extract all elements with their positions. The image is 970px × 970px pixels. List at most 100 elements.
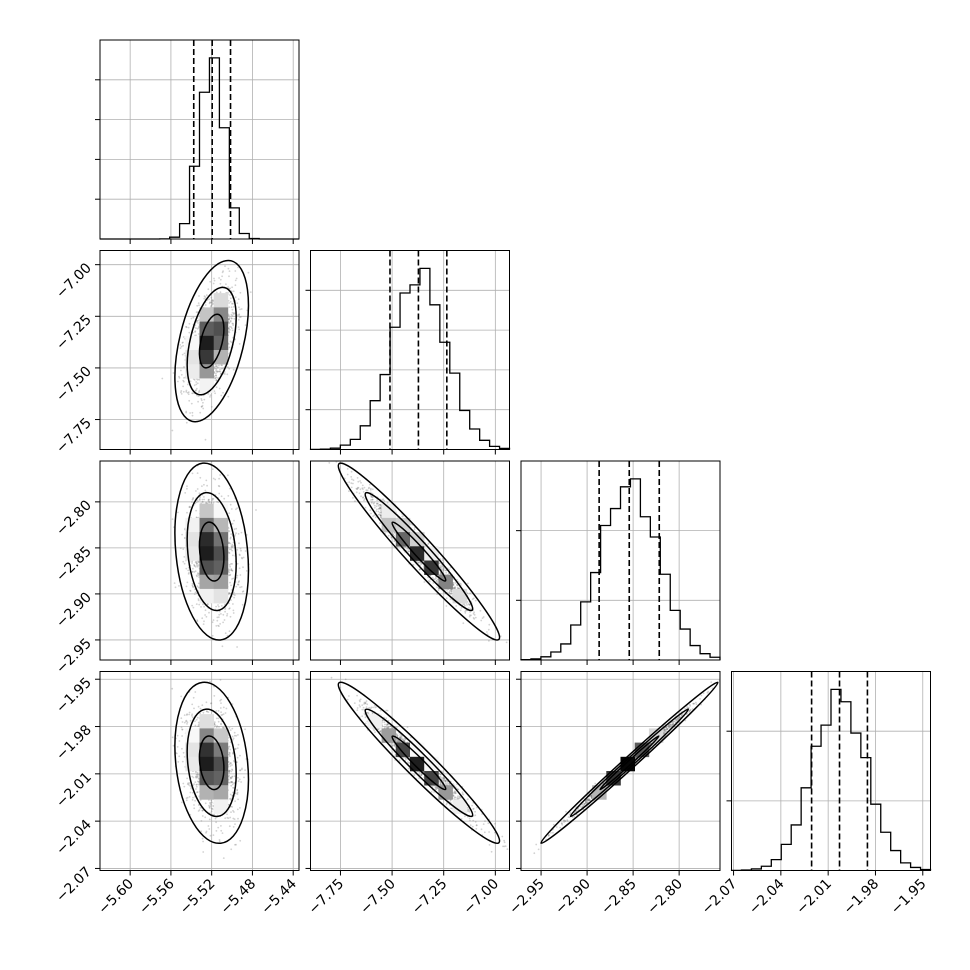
sample-point [350, 486, 353, 489]
sample-point [240, 768, 243, 771]
sample-point [355, 491, 358, 494]
sample-point [227, 286, 230, 288]
sample-point [228, 607, 231, 610]
sample-point [232, 752, 234, 755]
sample-point [229, 325, 231, 328]
sample-point [360, 481, 362, 484]
sample-point [233, 775, 236, 777]
sample-point [196, 620, 199, 623]
sample-point [211, 302, 214, 305]
sample-point [464, 604, 466, 607]
sample-point [198, 325, 200, 328]
sample-point [179, 344, 182, 346]
sample-point [375, 502, 378, 505]
sample-point [436, 593, 438, 595]
sample-point [488, 640, 490, 642]
density-cell [213, 574, 229, 590]
sample-point [328, 462, 331, 464]
sample-point [455, 605, 458, 607]
sample-point [471, 598, 474, 601]
sample-point [209, 394, 212, 397]
sample-point [453, 586, 456, 589]
sample-point [224, 265, 226, 267]
sample-point [180, 373, 183, 376]
sample-point [193, 807, 196, 810]
sample-point [186, 487, 188, 490]
sample-point [183, 562, 186, 565]
sample-point [198, 295, 200, 297]
sample-point [231, 578, 233, 580]
sample-point [233, 519, 235, 522]
density-cell [199, 350, 214, 365]
sample-point [377, 510, 380, 513]
sample-point [238, 313, 241, 316]
sample-point [178, 377, 181, 379]
sample-point [197, 302, 200, 304]
sample-point [185, 567, 188, 570]
sample-point [182, 385, 185, 388]
sample-point [215, 365, 218, 368]
sample-point [239, 308, 241, 311]
sample-point [191, 713, 194, 716]
sample-point [379, 504, 382, 506]
sample-point [231, 769, 234, 771]
sample-point [228, 574, 231, 577]
sample-point [195, 774, 198, 776]
sample-point [450, 592, 452, 595]
sample-point [377, 507, 380, 510]
sample-point [191, 791, 194, 794]
sample-point [219, 679, 222, 681]
sample-point [348, 490, 350, 493]
sample-point [238, 554, 241, 557]
sample-point [202, 401, 204, 404]
sample-point [236, 793, 239, 796]
sample-point [453, 587, 456, 589]
hist-frame-2 [520, 460, 721, 661]
sample-point [440, 565, 443, 568]
sample-point [232, 554, 234, 557]
sample-point [220, 722, 222, 725]
sample-point [343, 477, 346, 480]
sample-point [234, 270, 237, 272]
sample-point [379, 514, 382, 517]
sample-point [195, 509, 198, 512]
density-cell [438, 574, 453, 590]
sample-point [452, 583, 455, 586]
sample-point [186, 485, 188, 488]
sample-point [219, 282, 222, 285]
sample-point [210, 406, 213, 408]
sample-point [230, 545, 233, 547]
sample-point [417, 561, 420, 564]
sample-point [474, 599, 477, 602]
sample-point [232, 609, 235, 612]
sample-point [449, 598, 452, 600]
sample-point [238, 343, 241, 345]
sample-point [193, 565, 196, 567]
sample-point [380, 509, 382, 512]
sample-point [216, 619, 219, 622]
sample-point [228, 542, 230, 544]
sample-point [215, 378, 218, 381]
sample-point [230, 584, 233, 587]
scatter-panel-2-0 [99, 460, 300, 661]
sample-point [210, 299, 213, 302]
sample-point [230, 805, 233, 808]
sample-point [230, 568, 233, 570]
sample-point [196, 382, 199, 385]
sample-point [220, 723, 223, 726]
sample-point [473, 614, 476, 616]
sample-point [393, 532, 396, 534]
sample-point [237, 266, 240, 269]
sample-point [238, 542, 240, 545]
sample-point [373, 514, 376, 517]
sample-point [227, 761, 230, 763]
sample-point [213, 695, 216, 697]
sample-point [197, 777, 200, 780]
sample-point [201, 404, 204, 407]
sample-point [240, 549, 242, 552]
sample-point [362, 488, 364, 490]
sample-point [387, 534, 390, 537]
sample-point [427, 576, 429, 579]
sample-point [227, 330, 230, 333]
sample-point [183, 377, 185, 379]
